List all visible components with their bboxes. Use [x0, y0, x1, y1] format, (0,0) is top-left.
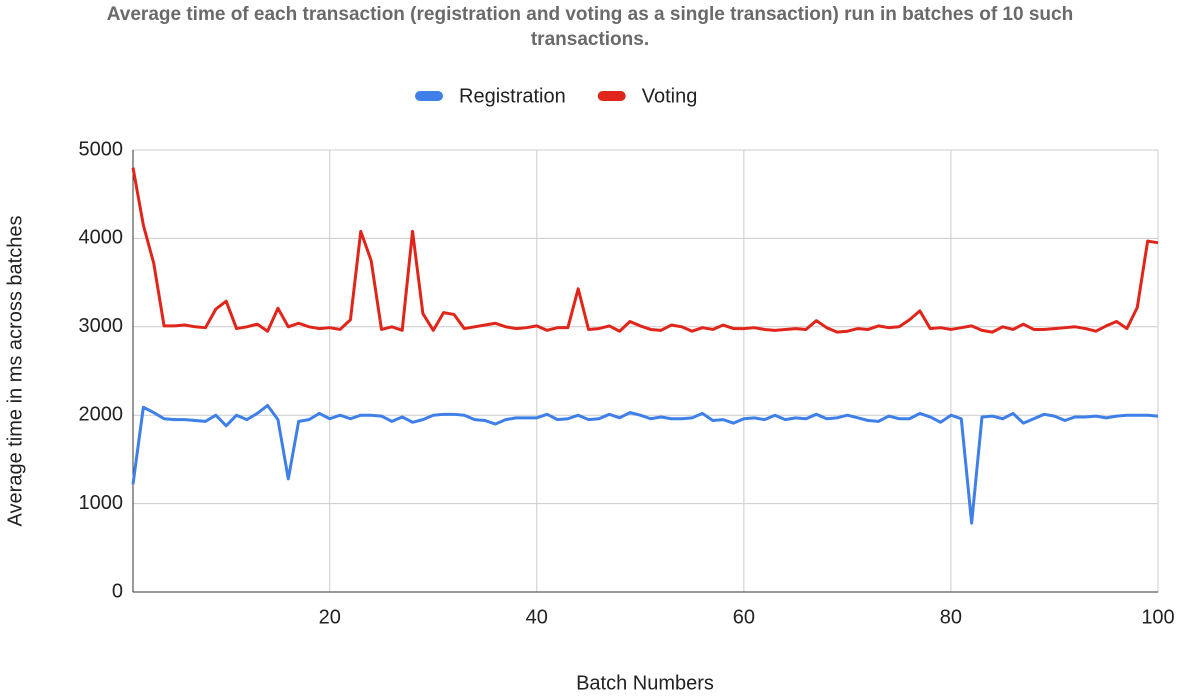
- chart-title: Average time of each transaction (regist…: [106, 4, 1074, 50]
- legend-label: Voting: [642, 85, 698, 107]
- legend-label: Registration: [459, 85, 566, 107]
- y-tick-label: 4000: [79, 227, 124, 249]
- x-axis-label: Batch Numbers: [576, 672, 714, 694]
- x-tick-label: 40: [526, 606, 548, 628]
- x-tick-label: 100: [1141, 606, 1174, 628]
- y-tick-label: 5000: [79, 138, 124, 160]
- x-tick-label: 80: [940, 606, 962, 628]
- x-tick-label: 60: [733, 606, 755, 628]
- y-tick-label: 3000: [79, 315, 124, 337]
- y-tick-label: 1000: [79, 492, 124, 514]
- y-tick-label: 0: [112, 580, 123, 602]
- legend-swatch: [597, 91, 626, 101]
- legend-swatch: [415, 91, 443, 101]
- plot-frame: [132, 149, 1159, 593]
- data-line: [131, 403, 1159, 525]
- y-tick-label: 2000: [79, 403, 124, 425]
- y-axis-label: Average time in ms across batches: [4, 216, 26, 527]
- x-tick-label: 20: [319, 606, 341, 628]
- data-line: [131, 167, 1159, 334]
